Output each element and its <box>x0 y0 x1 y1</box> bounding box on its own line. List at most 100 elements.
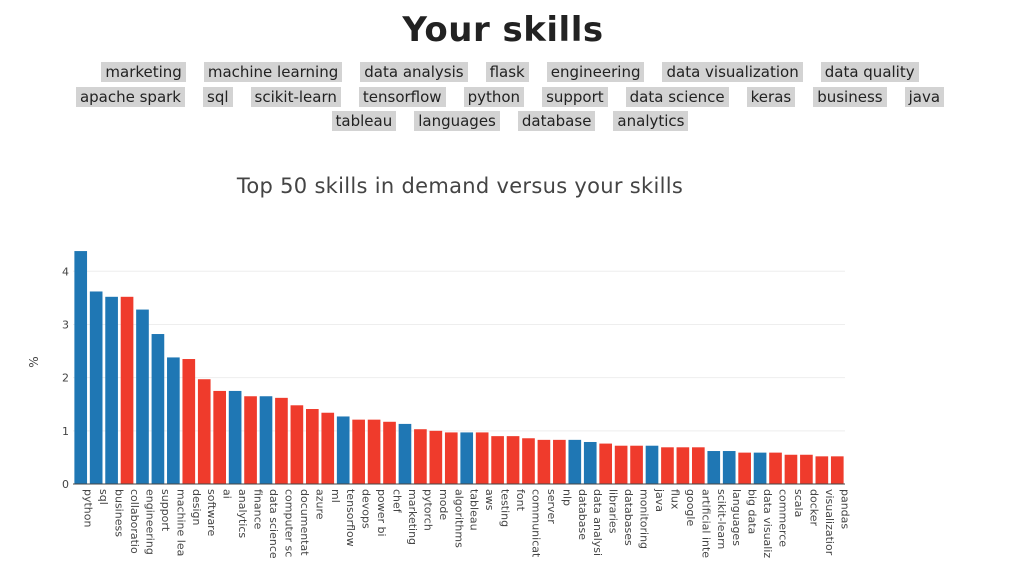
x-tick-label: font <box>514 489 527 512</box>
x-tick-label: computer sc <box>282 489 295 557</box>
bar[interactable] <box>553 439 566 484</box>
bar[interactable] <box>614 445 628 484</box>
skill-tag: sql <box>203 86 233 107</box>
x-tick-label: artificial inte <box>699 489 712 558</box>
bar[interactable] <box>352 419 365 484</box>
bar[interactable] <box>367 419 381 484</box>
bar[interactable] <box>89 291 103 484</box>
skill-tag: analytics <box>613 111 689 131</box>
x-tick-label: collaboratio <box>128 489 141 554</box>
x-tick-label: nlp <box>560 489 573 506</box>
bar[interactable] <box>800 454 813 484</box>
bar[interactable] <box>105 296 118 484</box>
x-tick-label: pytorch <box>421 489 434 531</box>
bar[interactable] <box>815 456 829 484</box>
bar[interactable] <box>151 334 165 484</box>
x-tick-label: aws <box>483 489 496 511</box>
bar[interactable] <box>568 439 582 484</box>
skill-tag: tensorflow <box>358 86 446 107</box>
bar[interactable] <box>753 452 767 484</box>
bar[interactable] <box>275 397 288 484</box>
bar[interactable] <box>722 451 736 484</box>
page-title: Your skills <box>402 10 604 50</box>
skill-tag: data science <box>625 86 729 107</box>
bar[interactable] <box>583 441 597 484</box>
x-tick-label: visualizatior <box>823 489 836 556</box>
x-tick-label: marketing <box>406 489 419 545</box>
x-tick-label: docker <box>807 489 820 527</box>
x-tick-label: scala <box>792 489 805 517</box>
x-tick-label: libraries <box>607 489 620 534</box>
skill-tag: support <box>542 86 608 107</box>
bar[interactable] <box>444 432 458 484</box>
bar[interactable] <box>830 456 844 484</box>
bar[interactable] <box>522 438 535 484</box>
bar[interactable] <box>398 423 412 484</box>
bar[interactable] <box>336 416 350 484</box>
x-tick-label: machine lea <box>174 489 187 556</box>
bar[interactable] <box>244 396 257 484</box>
y-tick-label: 0 <box>62 478 69 491</box>
bar[interactable] <box>383 421 396 484</box>
bar[interactable] <box>197 379 211 484</box>
x-tick-label: documentat <box>298 489 311 556</box>
bar[interactable] <box>491 436 504 484</box>
bar[interactable] <box>599 443 613 484</box>
x-tick-label: java <box>653 488 666 512</box>
skill-tag: data visualization <box>662 62 803 82</box>
x-tick-label: google <box>684 489 697 526</box>
y-axis-label: % <box>27 356 41 367</box>
bar[interactable] <box>630 445 643 484</box>
bar[interactable] <box>784 454 798 484</box>
x-tick-label: devops <box>360 489 373 529</box>
bar[interactable] <box>661 447 674 484</box>
bar[interactable] <box>182 359 196 484</box>
x-tick-label: tableau <box>468 489 481 531</box>
bar[interactable] <box>120 296 134 484</box>
y-tick-label: 1 <box>62 425 69 438</box>
bar[interactable] <box>259 396 273 484</box>
bar[interactable] <box>136 309 149 484</box>
x-tick-label: chef <box>391 489 404 514</box>
bar[interactable] <box>213 390 227 484</box>
bar[interactable] <box>506 436 520 484</box>
bar[interactable] <box>74 251 88 484</box>
bar[interactable] <box>321 412 335 484</box>
skill-tag: python <box>463 86 525 107</box>
bar[interactable] <box>707 451 721 484</box>
skill-tag: languages <box>414 111 500 131</box>
x-tick-label: finance <box>252 489 265 530</box>
skill-tag: business <box>813 86 887 107</box>
bar[interactable] <box>228 390 242 484</box>
chart-title: Top 50 skills in demand versus your skil… <box>236 174 684 198</box>
bar[interactable] <box>537 439 551 484</box>
skill-tag: data quality <box>820 62 919 82</box>
skill-tag: scikit-learn <box>250 86 341 107</box>
skill-tag: data analysis <box>360 62 468 82</box>
bar[interactable] <box>676 447 690 484</box>
bar[interactable] <box>305 409 319 484</box>
skill-tags: marketing machine learning data analysis fl… <box>44 60 976 134</box>
x-tick-label: testing <box>499 489 512 527</box>
bar[interactable] <box>460 432 474 484</box>
bar[interactable] <box>167 357 180 484</box>
x-tick-label: languages <box>730 489 743 546</box>
skill-tag: machine learning <box>203 62 343 82</box>
bar[interactable] <box>769 452 782 484</box>
x-tick-label: big data <box>746 489 759 534</box>
skill-tag: database <box>517 111 596 131</box>
bar[interactable] <box>290 405 304 484</box>
x-tick-label: sql <box>97 489 110 505</box>
x-tick-label: scikit-learn <box>715 489 728 549</box>
bar[interactable] <box>475 432 489 484</box>
x-tick-label: database <box>576 489 589 540</box>
x-tick-label: mode <box>437 489 450 520</box>
bar[interactable] <box>691 447 705 484</box>
bar[interactable] <box>429 430 443 484</box>
bar[interactable] <box>738 452 751 484</box>
bar[interactable] <box>645 445 659 484</box>
y-tick-label: 3 <box>62 318 69 331</box>
bar[interactable] <box>414 429 427 484</box>
x-tick-label: power bi <box>375 489 388 537</box>
x-tick-label: ml <box>329 489 342 503</box>
